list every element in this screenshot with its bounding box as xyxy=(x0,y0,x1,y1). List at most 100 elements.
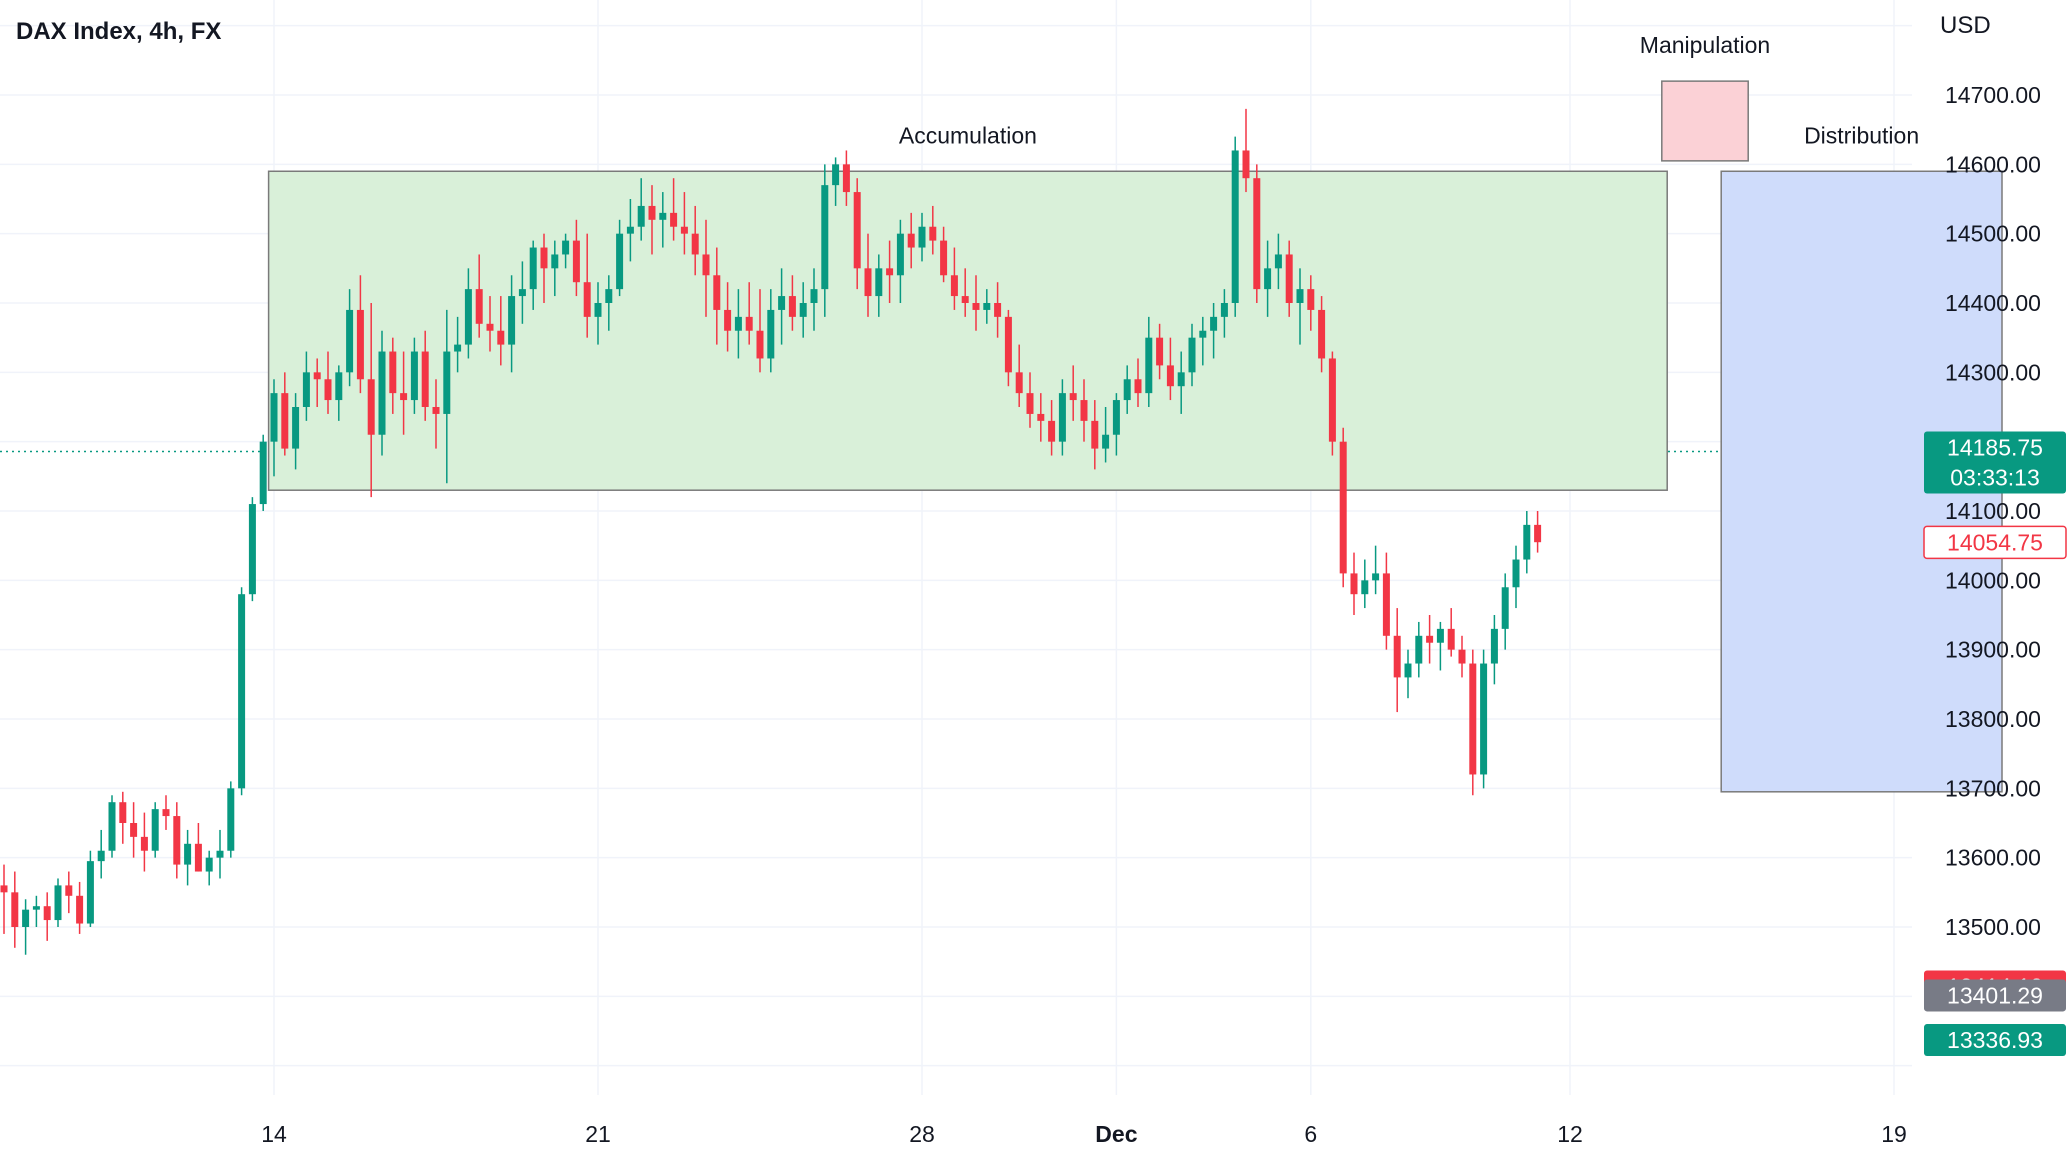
candle-body xyxy=(594,303,602,317)
candle-body xyxy=(32,906,40,910)
candle xyxy=(562,233,570,269)
candle-body xyxy=(1037,413,1045,421)
candle-body xyxy=(810,289,818,303)
candle-body xyxy=(713,275,721,310)
candle xyxy=(302,351,310,421)
candle-body xyxy=(130,823,138,837)
candle-body xyxy=(1166,365,1174,387)
candle xyxy=(972,275,980,331)
candle-body xyxy=(1145,337,1153,394)
candle xyxy=(691,205,699,276)
candle-body xyxy=(1534,524,1542,543)
candle-body xyxy=(1372,573,1380,581)
candle-body xyxy=(886,268,894,276)
candle-body xyxy=(1274,254,1282,269)
candle-body xyxy=(691,233,699,255)
candle-body xyxy=(1231,150,1239,303)
candle-body xyxy=(86,861,94,924)
candle-body xyxy=(983,303,991,310)
candle-body xyxy=(1112,400,1120,435)
candle-body xyxy=(1361,580,1369,595)
candle xyxy=(648,185,656,255)
x-tick-label: 21 xyxy=(585,1121,611,1147)
candle-body xyxy=(1339,441,1347,574)
grid xyxy=(0,0,1912,1095)
candle-body xyxy=(1091,420,1099,449)
candle-body xyxy=(1134,379,1142,394)
candle xyxy=(1534,511,1542,553)
candle xyxy=(1112,393,1120,456)
candle-body xyxy=(194,843,202,872)
y-tick-label: 14700.00 xyxy=(1945,82,2041,108)
y-tick-label: 14500.00 xyxy=(1945,221,2041,247)
candle xyxy=(1328,351,1336,456)
candle-body xyxy=(22,909,30,927)
candle-body xyxy=(994,303,1002,317)
candle-body xyxy=(702,254,710,276)
candle xyxy=(875,254,883,317)
candle xyxy=(680,192,688,255)
candle-body xyxy=(464,289,472,345)
candle-body xyxy=(1318,309,1326,359)
candle xyxy=(810,268,818,331)
candle xyxy=(1307,275,1315,331)
candle xyxy=(572,219,580,297)
candle-body xyxy=(1328,358,1336,442)
candle-body xyxy=(497,330,505,345)
candle-body xyxy=(756,330,764,359)
candle xyxy=(1501,573,1509,650)
candle xyxy=(1350,552,1358,615)
candle-body xyxy=(929,226,937,241)
candle-body xyxy=(292,407,300,449)
candle xyxy=(1048,400,1056,456)
candle-body xyxy=(1264,268,1272,290)
zone-manipulation xyxy=(1661,80,1749,162)
candle-body xyxy=(799,303,807,317)
price-label-countdown: 03:33:13 xyxy=(1950,465,2040,491)
candle xyxy=(1242,108,1250,193)
candle xyxy=(508,275,516,373)
candle xyxy=(724,282,732,352)
candle xyxy=(1447,608,1455,657)
candle-body xyxy=(1048,420,1056,442)
candle xyxy=(929,205,937,255)
candle xyxy=(940,226,948,283)
candle-body xyxy=(1188,337,1196,373)
candle xyxy=(1145,316,1153,407)
x-tick-label: 28 xyxy=(909,1121,935,1147)
candle xyxy=(1415,621,1423,678)
candle xyxy=(184,829,192,886)
candle xyxy=(907,212,915,269)
candle-body xyxy=(626,226,634,234)
candle-body xyxy=(1512,559,1520,588)
price-label-value: 13336.93 xyxy=(1947,1027,2043,1053)
candle xyxy=(594,282,602,345)
candle xyxy=(54,878,62,927)
candle-body xyxy=(302,372,310,407)
candle-body xyxy=(1382,573,1390,636)
candle xyxy=(97,829,105,879)
candle xyxy=(983,289,991,324)
candle xyxy=(1393,608,1401,713)
candle-body xyxy=(907,233,915,248)
candle xyxy=(410,337,418,414)
price-label: 14054.75 xyxy=(1923,525,2067,560)
candle-body xyxy=(540,247,548,269)
candle xyxy=(32,895,40,927)
price-label-value: 14054.75 xyxy=(1947,529,2043,555)
candle-body xyxy=(173,816,181,865)
candle xyxy=(43,892,51,941)
candle-body xyxy=(1242,150,1250,179)
price-label: 13401.29 xyxy=(1924,979,2066,1012)
candle-body xyxy=(1220,303,1228,317)
candle-body xyxy=(896,233,904,276)
candle-body xyxy=(43,906,51,921)
candle xyxy=(626,199,634,262)
candle-body xyxy=(205,857,213,872)
candle xyxy=(1436,621,1444,671)
candle xyxy=(1166,337,1174,401)
price-label-value: 13401.29 xyxy=(1947,982,2043,1008)
candle-body xyxy=(1004,316,1012,373)
candle-body xyxy=(572,240,580,283)
